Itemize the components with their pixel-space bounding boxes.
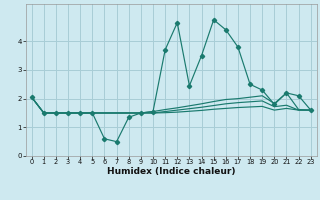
X-axis label: Humidex (Indice chaleur): Humidex (Indice chaleur) bbox=[107, 167, 236, 176]
